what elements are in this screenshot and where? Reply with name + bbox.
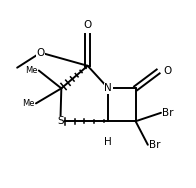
Text: Me: Me	[22, 99, 34, 108]
Text: O: O	[36, 48, 45, 58]
Text: O: O	[83, 20, 92, 30]
Text: Br: Br	[162, 108, 173, 118]
Text: Br: Br	[149, 140, 160, 150]
Text: S: S	[57, 116, 64, 126]
Text: N: N	[104, 83, 112, 93]
Text: Me: Me	[25, 66, 37, 75]
Text: O: O	[163, 66, 172, 77]
Text: H: H	[104, 137, 112, 147]
